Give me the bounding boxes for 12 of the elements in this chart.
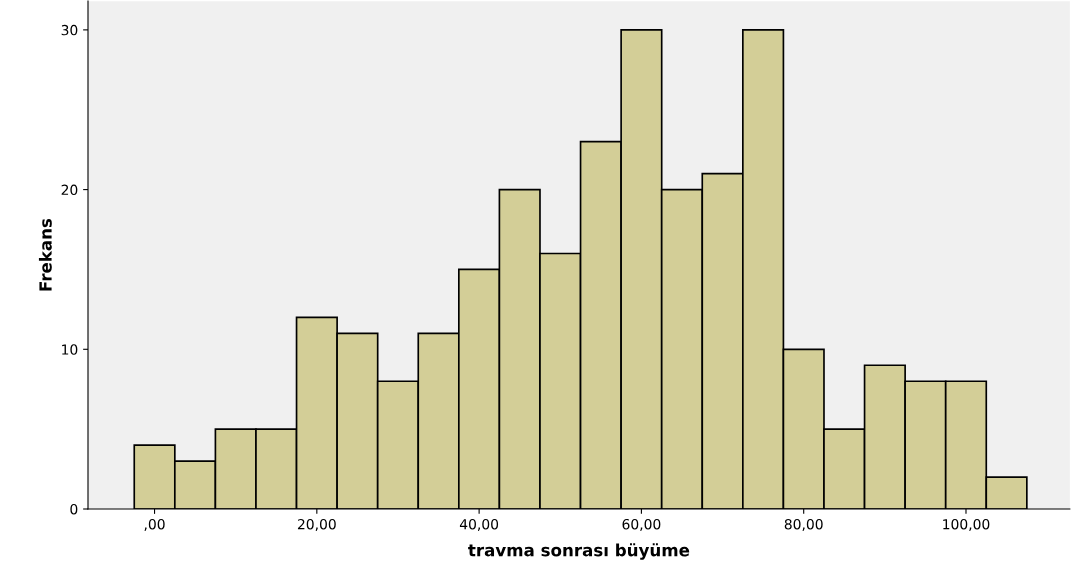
- x-tick-label: 100,00: [943, 518, 990, 531]
- y-axis-title: Frekans: [38, 218, 52, 291]
- x-tick-label: ,00: [144, 518, 165, 531]
- x-tick-label: 60,00: [622, 518, 661, 531]
- x-tick-label: 80,00: [784, 518, 823, 531]
- y-tick-label: 30: [61, 24, 78, 36]
- y-tick-label: 10: [62, 344, 78, 355]
- x-axis-title: travma sonrası büyüme: [468, 543, 690, 560]
- x-tick-label: 20,00: [297, 518, 336, 531]
- y-tick-label: 0: [70, 503, 78, 515]
- y-tick-label: 20: [61, 184, 78, 196]
- x-tick-label: 40,00: [459, 518, 499, 531]
